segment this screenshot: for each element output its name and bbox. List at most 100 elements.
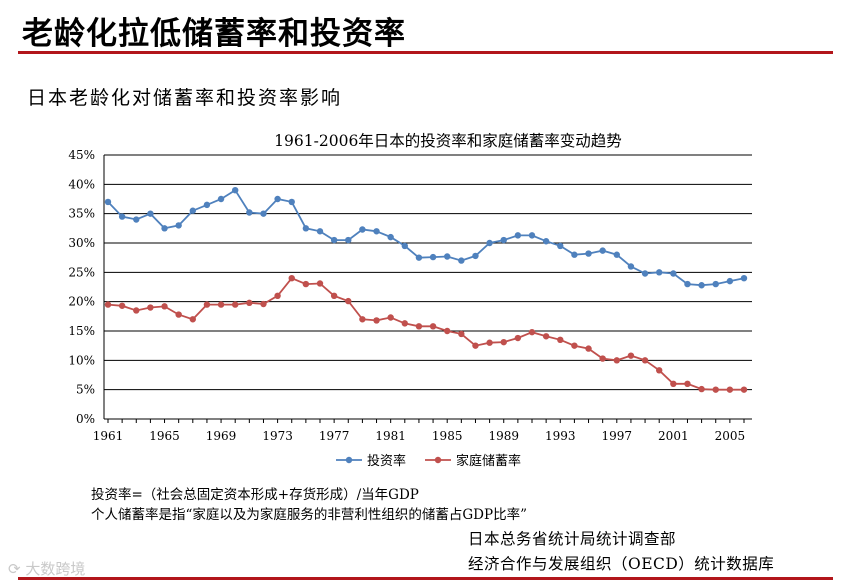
data-point — [345, 297, 352, 305]
data-point — [260, 300, 267, 308]
data-point — [288, 275, 295, 282]
x-tick-label: 1989 — [488, 429, 519, 443]
series-investment-rate — [104, 187, 748, 289]
data-point — [401, 320, 408, 327]
data-point — [500, 338, 507, 346]
data-point — [641, 270, 649, 277]
source-line-2: 经济合作与发展组织（OECD）统计数据库 — [468, 555, 775, 573]
data-point — [740, 275, 748, 282]
data-point — [514, 232, 522, 239]
data-point — [302, 280, 310, 288]
data-point — [599, 355, 606, 362]
data-point — [316, 228, 324, 235]
data-point — [656, 367, 663, 374]
data-point — [217, 195, 225, 203]
data-point — [557, 242, 564, 250]
data-point — [118, 302, 126, 309]
data-point — [232, 301, 239, 308]
x-tick-label: 2005 — [715, 429, 746, 443]
data-point — [302, 225, 310, 232]
y-tick-label: 25% — [68, 265, 95, 279]
data-point — [133, 307, 140, 314]
data-point — [472, 342, 479, 349]
data-point — [274, 195, 281, 203]
source-line-1: 日本总务省统计局统计调查部 — [468, 530, 677, 548]
data-point — [175, 222, 182, 229]
data-point — [373, 228, 380, 235]
x-tick-label: 1961 — [93, 429, 124, 443]
data-point — [458, 257, 465, 264]
data-point — [429, 253, 437, 261]
slide-subtitle: 日本老龄化对储蓄率和投资率影响 — [27, 87, 343, 109]
data-point — [500, 236, 507, 244]
y-tick-label: 15% — [68, 324, 95, 338]
data-point — [203, 201, 211, 209]
data-point — [571, 251, 578, 258]
data-point — [585, 250, 592, 257]
data-point — [429, 323, 437, 330]
data-point — [571, 342, 578, 349]
data-point — [161, 225, 168, 232]
data-point — [246, 299, 253, 307]
chart-title: 1961-2006年日本的投资率和家庭储蓄率变动趋势 — [274, 132, 622, 150]
y-tick-label: 20% — [68, 295, 95, 309]
data-point — [330, 236, 338, 244]
data-point — [260, 210, 267, 217]
x-tick-label: 1997 — [602, 429, 633, 443]
axes: 0% 5% 10% 15% 20% 25% 30% 35% 40% 45% 1961 1965 1969… — [68, 148, 752, 443]
legend-marker — [345, 456, 353, 464]
data-point — [444, 327, 451, 335]
y-tick-label: 40% — [68, 177, 95, 191]
data-point — [330, 292, 338, 299]
x-tick-label: 1969 — [206, 429, 237, 443]
y-tick-label: 5% — [76, 383, 95, 397]
data-point — [627, 263, 635, 270]
x-tick-label: 1965 — [149, 429, 180, 443]
data-point — [458, 330, 465, 338]
savings-rate-definition: 个人储蓄率是指“家庭以及为家庭服务的非营利性组织的储蓄占GDP比率” — [91, 507, 527, 523]
data-point — [486, 239, 493, 247]
data-point — [698, 385, 705, 393]
data-point — [232, 187, 239, 194]
data-point — [288, 198, 295, 206]
x-tick-label: 1981 — [375, 429, 406, 443]
data-point — [684, 380, 691, 387]
data-point — [740, 386, 748, 393]
data-point — [118, 213, 126, 220]
watermark-logo: ⟳ 大数跨境 — [8, 558, 85, 579]
data-point — [542, 333, 550, 340]
data-point — [359, 226, 366, 233]
data-point — [726, 277, 734, 285]
data-point — [670, 380, 677, 387]
legend-item: 投资率 — [336, 453, 406, 469]
series-line — [107, 188, 745, 287]
data-point — [415, 254, 423, 261]
investment-rate-definition: 投资率=（社会总固定资本形成+存货形成）/当年GDP — [91, 487, 419, 503]
data-point — [387, 233, 394, 241]
data-point — [613, 251, 620, 258]
data-point — [684, 280, 691, 288]
slide-title: 老龄化拉低储蓄率和投资率 — [22, 16, 406, 52]
data-point — [373, 317, 380, 324]
data-point — [486, 339, 493, 346]
data-point — [528, 328, 536, 336]
data-point — [712, 280, 719, 288]
data-point — [528, 232, 536, 239]
data-point — [656, 269, 663, 276]
data-point — [133, 216, 140, 223]
x-tick-label: 1977 — [319, 429, 350, 443]
legend-item: 家庭储蓄率 — [425, 453, 521, 469]
data-point — [274, 292, 281, 299]
data-point — [627, 352, 635, 359]
data-point — [514, 334, 522, 342]
legend-label: 投资率 — [367, 453, 406, 469]
data-point — [401, 242, 408, 250]
title-divider — [18, 51, 833, 54]
data-point — [359, 316, 366, 323]
legend-marker — [434, 456, 442, 464]
y-tick-label: 45% — [68, 148, 95, 162]
line-chart: 1961-2006年日本的投资率和家庭储蓄率变动趋势 0% 5% 10% 15% 20%… — [68, 132, 752, 469]
watermark-text: 大数跨境 — [25, 560, 86, 578]
y-tick-label: 30% — [68, 236, 95, 250]
y-tick-label: 10% — [68, 353, 95, 367]
